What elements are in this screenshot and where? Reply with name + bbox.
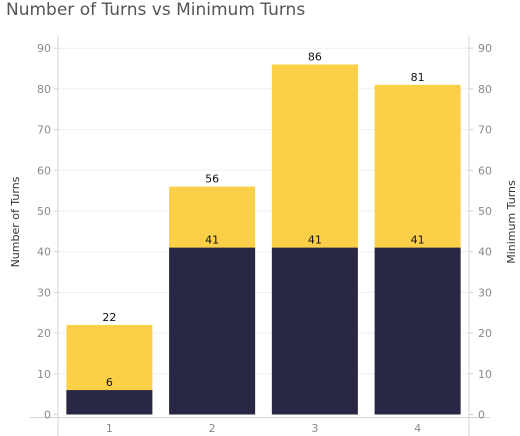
y-tick-label-right: 40 — [478, 246, 492, 259]
x-tick-label: 2 — [209, 422, 216, 435]
y-tick-label-right: 80 — [478, 83, 492, 96]
y-tick-label-left: 40 — [37, 246, 51, 259]
y-tick-label-right: 70 — [478, 124, 492, 137]
y-tick-label-right: 30 — [478, 286, 492, 299]
chart-title: Number of Turns vs Minimum Turns — [6, 0, 306, 20]
y-tick-label-left: 70 — [37, 124, 51, 137]
y-tick-label-left: 10 — [37, 368, 51, 381]
x-tick-label: 4 — [414, 422, 421, 435]
y-tick-label-right: 60 — [478, 164, 492, 177]
x-tick-label: 3 — [311, 422, 318, 435]
y-tick-label-right: 0 — [478, 409, 485, 422]
bar-minimum-turns — [66, 390, 153, 415]
bars — [66, 64, 461, 415]
y-tick-label-left: 90 — [37, 42, 51, 55]
y-tick-label-left: 80 — [37, 83, 51, 96]
axis-ticks: 0 0 10 10 20 20 30 30 40 40 50 50 60 60 70 70 80 80 90 90 1 2… — [37, 42, 492, 435]
y-tick-label-left: 60 — [37, 164, 51, 177]
bar-minimum-turns — [271, 247, 358, 415]
data-label-minimum-turns: 41 — [205, 234, 219, 247]
y-tick-label-left: 0 — [44, 409, 51, 422]
data-label-minimum-turns: 41 — [308, 234, 322, 247]
data-label-minimum-turns: 6 — [106, 376, 113, 389]
y-tick-label-right: 20 — [478, 327, 492, 340]
axis-frame — [30, 36, 490, 436]
y-tick-label-right: 90 — [478, 42, 492, 55]
data-label-number-of-turns: 86 — [308, 50, 322, 63]
data-label-number-of-turns: 81 — [411, 71, 425, 84]
y-tick-label-right: 50 — [478, 205, 492, 218]
data-labels: 22 6 56 41 86 41 81 41 — [102, 50, 424, 389]
data-label-number-of-turns: 56 — [205, 173, 219, 186]
y-tick-label-left: 20 — [37, 327, 51, 340]
y-tick-label-right: 10 — [478, 368, 492, 381]
y-axis-title-right: Minimum Turns — [505, 180, 518, 264]
y-tick-label-left: 50 — [37, 205, 51, 218]
data-label-number-of-turns: 22 — [102, 311, 116, 324]
y-tick-label-left: 30 — [37, 286, 51, 299]
bar-minimum-turns — [374, 247, 461, 415]
bar-minimum-turns — [169, 247, 256, 415]
x-tick-label: 1 — [106, 422, 113, 435]
data-label-minimum-turns: 41 — [411, 234, 425, 247]
y-axis-title-left: Number of Turns — [9, 176, 22, 267]
